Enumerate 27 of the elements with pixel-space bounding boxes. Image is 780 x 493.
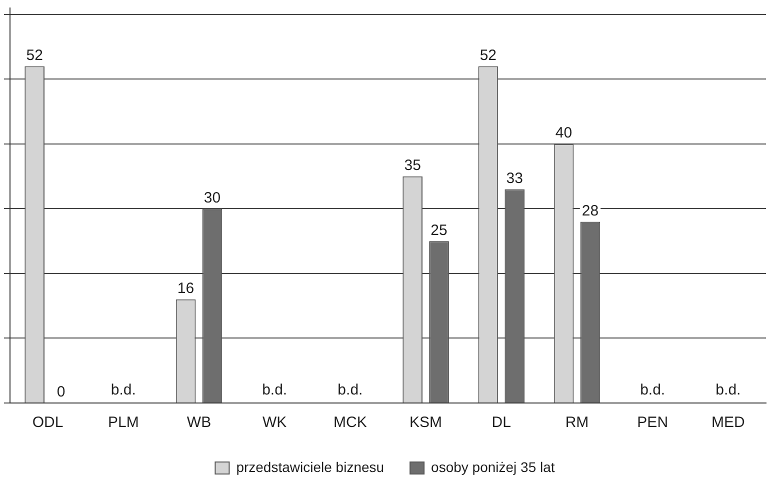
text: b.d. (262, 382, 288, 399)
x-tick-label: WK (262, 414, 287, 432)
data-label: 40 (555, 124, 572, 142)
data-label: 52 (26, 46, 43, 64)
legend-label: przedstawiciele biznesu (236, 458, 384, 475)
x-tick-label: WB (186, 414, 212, 432)
data-label: 0 (56, 384, 66, 401)
data-label: 25 (430, 222, 448, 239)
text: b.d. (716, 382, 741, 399)
text: b.d. (110, 382, 136, 399)
data-label: 16 (177, 280, 194, 298)
text: b.d. (338, 382, 363, 399)
x-tick-label: KSM (410, 414, 442, 432)
x-tick-label: ODL (32, 414, 64, 432)
data-label: 30 (204, 189, 221, 206)
text: b.d. (640, 382, 666, 399)
data-label: 33 (506, 170, 523, 187)
x-tick-label: MED (712, 414, 746, 432)
data-label: 35 (404, 157, 421, 174)
x-tick-label: PEN (637, 414, 668, 432)
x-tick-label: RM (565, 414, 589, 432)
data-label: 52 (480, 46, 497, 64)
x-tick-label: DL (492, 414, 511, 432)
x-tick-label: PLM (108, 414, 139, 432)
legend-label: osoby poniżej 35 lat (431, 458, 555, 475)
data-label: 28 (582, 202, 599, 220)
x-tick-label: MCK (334, 414, 367, 432)
